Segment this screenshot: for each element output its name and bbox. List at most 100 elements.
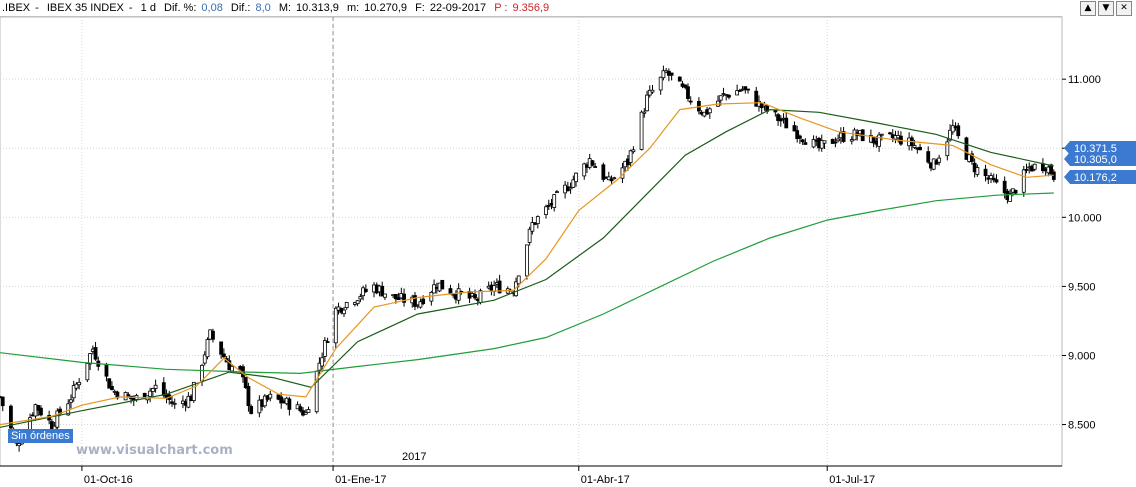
candle-body <box>937 157 942 163</box>
candle-body <box>413 295 417 307</box>
candle-body <box>639 111 644 150</box>
moving-average-short-line <box>0 102 1054 426</box>
candle-body <box>571 179 576 188</box>
candle-body <box>544 206 548 215</box>
dif-pct-label: Dif. %: <box>164 2 197 14</box>
candle-body <box>262 395 267 407</box>
candle-body <box>71 385 76 399</box>
candle-body <box>172 402 177 405</box>
candle-body <box>322 340 327 357</box>
candle-body <box>85 363 90 381</box>
candle-body <box>983 168 988 177</box>
candle-body <box>191 381 196 401</box>
candle-body <box>355 300 360 305</box>
candle-body <box>77 381 82 386</box>
candle-body <box>574 172 578 183</box>
quote-info-bar: .IBEX - IBEX 35 INDEX - 1 d Dif. %: 0,08 Di… <box>0 0 1062 17</box>
candle-body <box>9 405 13 429</box>
candle-body <box>661 70 666 79</box>
candle-body <box>230 366 234 372</box>
candle-body <box>601 164 606 180</box>
candle-body <box>778 118 783 122</box>
candle-body <box>448 288 453 295</box>
candle-body <box>123 392 128 401</box>
candle-body <box>418 301 423 308</box>
candle-body <box>792 125 797 132</box>
candle-body <box>606 176 611 181</box>
candle-body <box>186 395 191 408</box>
x-tick-label: 01-Oct-16 <box>84 474 133 486</box>
y-tick-label: 11.000 <box>1068 74 1101 86</box>
candle-body <box>202 354 207 364</box>
candle-body <box>950 125 955 133</box>
candle-body <box>170 401 174 404</box>
candle-body <box>325 341 330 344</box>
candle-body <box>926 151 931 163</box>
candle-body <box>956 125 961 137</box>
scroll-up-button[interactable]: ▲ <box>1080 1 1096 16</box>
symbol-label: .IBEX <box>2 2 31 14</box>
candle-body <box>525 244 529 277</box>
candle-body <box>609 178 614 182</box>
candle-body <box>975 167 980 175</box>
candle-body <box>784 117 789 129</box>
candle-body <box>669 72 674 76</box>
candle-body <box>1002 180 1007 194</box>
dif-value: 8,0 <box>255 2 271 14</box>
candle-body <box>320 357 325 367</box>
candle-body <box>342 309 346 315</box>
candle-body <box>718 95 723 101</box>
candle-body <box>396 297 401 300</box>
candle-body <box>303 412 308 415</box>
x-tick-label: 01-Ene-17 <box>335 474 386 486</box>
candle-body <box>432 284 436 294</box>
candle-body <box>440 279 445 290</box>
candle-body <box>803 142 808 145</box>
candle-body <box>830 138 835 144</box>
candle-body <box>344 302 349 309</box>
candle-body <box>877 134 881 147</box>
candle-body <box>527 228 532 243</box>
candle-body <box>363 288 368 292</box>
candle-body <box>683 84 688 88</box>
candle-body <box>836 138 841 142</box>
candle-body <box>69 399 73 403</box>
candle-body <box>688 100 693 103</box>
candle-body <box>686 86 690 99</box>
candle-body <box>333 307 338 344</box>
candle-body <box>849 139 854 142</box>
candle-body <box>383 293 387 298</box>
y-tick-label: 8.500 <box>1068 420 1096 432</box>
candle-body <box>153 384 158 389</box>
candle-body <box>721 93 726 95</box>
scroll-down-button[interactable]: ▼ <box>1098 1 1114 16</box>
candle-body <box>1008 193 1013 202</box>
candle-body <box>737 90 742 92</box>
candle-body <box>593 166 598 168</box>
candle-body <box>421 298 426 305</box>
candle-body <box>473 294 477 299</box>
close-button[interactable]: ✕ <box>1116 1 1132 16</box>
y-tick-label: 9.500 <box>1068 281 1096 293</box>
candle-body <box>754 90 759 107</box>
candle-body <box>650 89 655 93</box>
max-label: M: <box>278 2 292 14</box>
candle-body <box>555 191 559 194</box>
moving-average-long-line <box>0 192 1054 375</box>
y-tick-label: 9.000 <box>1068 350 1096 362</box>
orders-status-badge[interactable]: Sin órdenes <box>8 429 73 443</box>
y-tick-label: 10.000 <box>1068 212 1102 224</box>
dif-label: Dif.: <box>230 2 251 14</box>
candle-body <box>456 288 461 301</box>
candle-body <box>219 341 224 355</box>
candle-body <box>429 291 434 302</box>
candle-body <box>55 410 60 428</box>
candle-body <box>645 94 649 112</box>
candle-body <box>912 145 917 148</box>
price-tag-box <box>1064 170 1136 184</box>
candle-body <box>107 378 112 389</box>
candle-body <box>221 353 226 358</box>
candle-body <box>819 140 824 149</box>
